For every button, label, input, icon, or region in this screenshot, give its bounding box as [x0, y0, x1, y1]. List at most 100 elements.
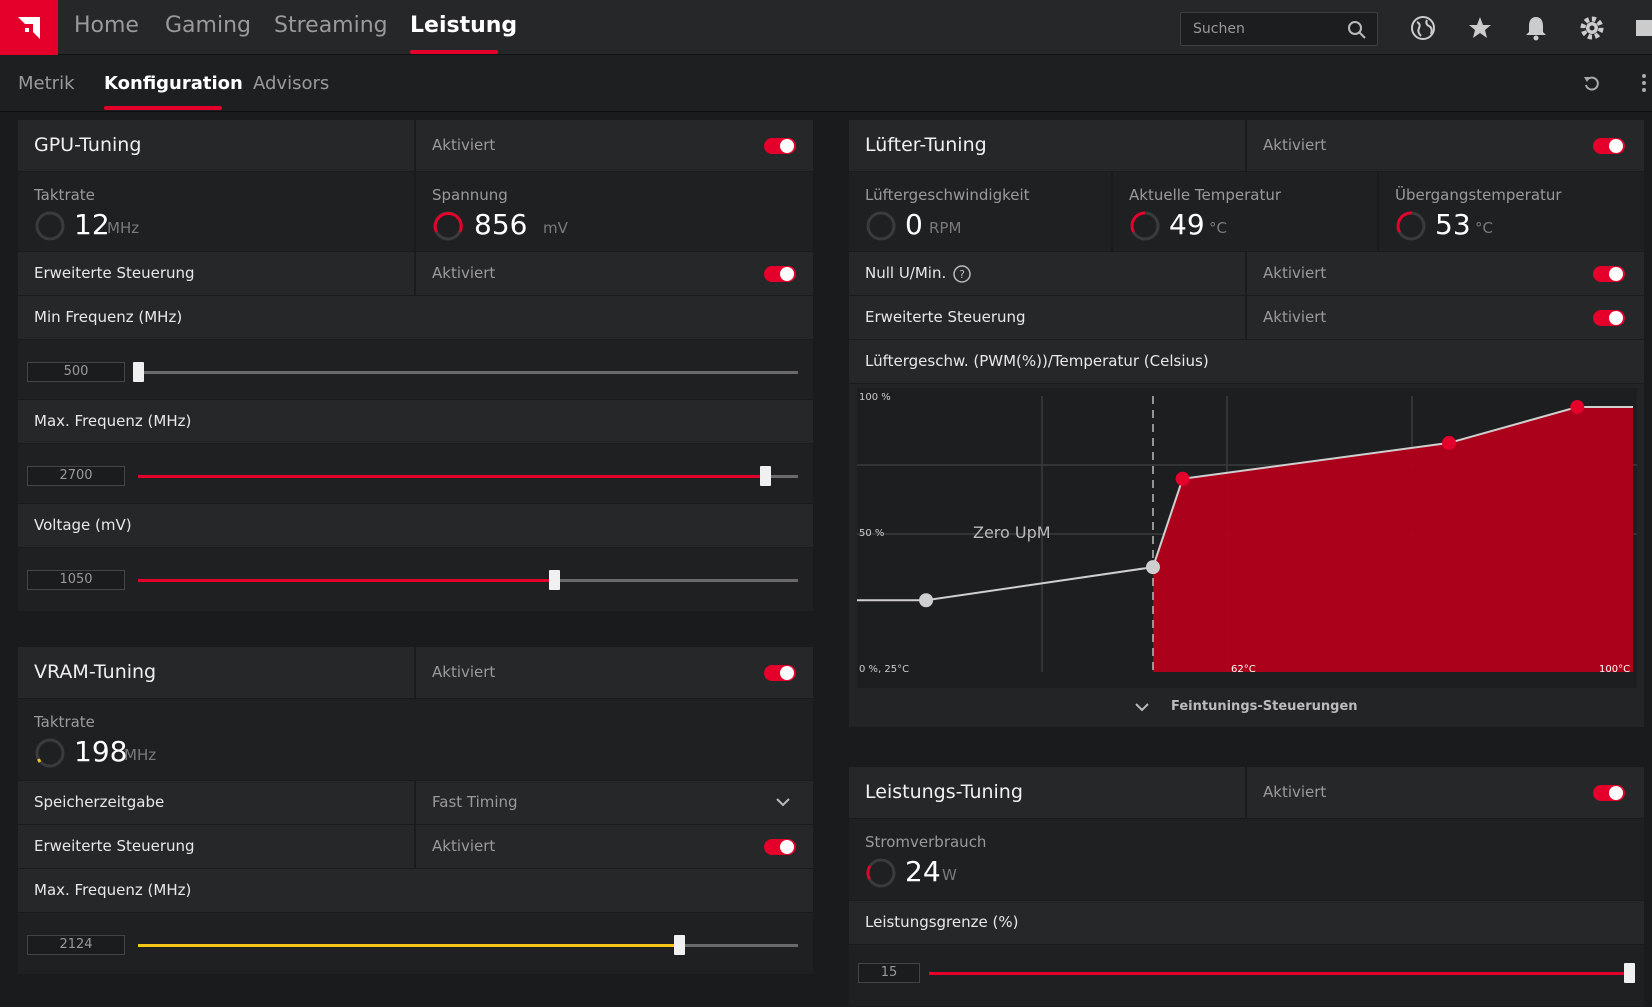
fan-speed-value: 0 [905, 208, 923, 241]
current-temp-label: Aktuelle Temperatur [1129, 186, 1282, 204]
gpu-clock-gauge [35, 211, 65, 241]
gpu-tuning-title: GPU-Tuning [34, 134, 142, 156]
power-limit-input[interactable]: 15 [858, 963, 920, 983]
gpu-advanced-label: Erweiterte Steuerung [34, 264, 195, 282]
power-draw-value: 24 [905, 855, 941, 888]
power-limit-label: Leistungsgrenze (%) [865, 913, 1019, 931]
junction-temp-label: Übergangstemperatur [1395, 186, 1562, 204]
power-draw-unit: W [942, 866, 957, 884]
curve-point-0[interactable] [919, 593, 934, 608]
voltage-thumb[interactable] [548, 570, 560, 590]
junction-temp-gauge [1396, 211, 1426, 241]
vram-advanced-label: Erweiterte Steuerung [34, 837, 195, 855]
gpu-clock-value: 12 [74, 208, 110, 241]
min-freq-thumb[interactable] [133, 362, 144, 382]
more-options-icon[interactable] [1640, 73, 1648, 93]
max-freq-fill [138, 475, 765, 478]
max-freq-label: Max. Frequenz (MHz) [34, 412, 192, 430]
current-temp-unit: °C [1209, 219, 1227, 237]
vram-clock-gauge [35, 738, 65, 768]
power-limit-thumb[interactable] [1624, 963, 1635, 983]
power-tuning-toggle[interactable] [1593, 785, 1625, 801]
gpu-voltage-unit: mV [543, 219, 568, 237]
exit-icon[interactable] [1634, 14, 1652, 42]
fine-tuning-toggle[interactable]: Feintunings-Steuerungen [1171, 699, 1358, 714]
timing-label: Speicherzeitgabe [34, 793, 165, 811]
fan-curve-area [1153, 407, 1633, 672]
gpu-tuning-toggle[interactable] [764, 138, 796, 154]
fan-speed-unit: RPM [929, 219, 962, 237]
timing-dropdown[interactable]: Fast Timing [432, 793, 518, 811]
chevron-down-icon[interactable] [776, 797, 790, 807]
voltage-fill [138, 579, 554, 582]
junction-temp-value: 53 [1435, 208, 1471, 241]
amd-logo-icon[interactable] [0, 0, 58, 55]
gpu-clock-label: Taktrate [34, 186, 95, 204]
curve-point-1[interactable] [1146, 560, 1160, 575]
vram-tuning-panel: VRAM-Tuning Aktiviert Taktrate 198 MHz S… [18, 647, 813, 975]
curve-point-3[interactable] [1442, 435, 1456, 450]
x-label-100: 100°C [1599, 664, 1630, 675]
min-freq-input[interactable]: 500 [27, 362, 125, 382]
star-icon[interactable] [1466, 14, 1494, 42]
globe-icon[interactable] [1409, 14, 1437, 42]
tab-konfiguration[interactable]: Konfiguration [104, 73, 243, 94]
vram-clock-unit: MHz [124, 746, 157, 764]
nav-active-indicator [410, 50, 498, 54]
vram-clock-value: 198 [74, 735, 128, 768]
fan-tuning-panel: Lüfter-Tuning Aktiviert Lüftergeschwindi… [849, 120, 1644, 728]
gpu-advanced-toggle[interactable] [764, 266, 796, 282]
vram-advanced-status: Aktiviert [432, 837, 496, 855]
max-freq-thumb[interactable] [760, 466, 771, 486]
gpu-voltage-label: Spannung [432, 186, 508, 204]
zero-rpm-annotation: Zero UpM [973, 523, 1051, 542]
svg-text:?: ? [959, 268, 965, 281]
reset-icon[interactable] [1582, 73, 1602, 93]
gpu-clock-unit: MHz [107, 219, 140, 237]
vram-tuning-toggle[interactable] [764, 665, 796, 681]
search-box[interactable] [1180, 12, 1378, 46]
tab-metrik[interactable]: Metrik [18, 73, 75, 94]
curve-point-2[interactable] [1175, 471, 1190, 486]
gpu-tuning-panel: GPU-Tuning Aktiviert Taktrate 12 MHz Spa… [18, 120, 813, 612]
chevron-down-icon[interactable] [1135, 702, 1149, 712]
fan-curve-chart[interactable]: 100 % 50 % 0 %, 25°C 62°C 100°C Zero UpM [857, 388, 1637, 688]
search-input[interactable] [1193, 19, 1343, 39]
zero-rpm-status: Aktiviert [1263, 264, 1327, 282]
gear-icon[interactable] [1578, 14, 1606, 42]
nav-gaming[interactable]: Gaming [165, 13, 251, 38]
vram-max-freq-input[interactable]: 2124 [27, 935, 125, 955]
power-draw-label: Stromverbrauch [865, 833, 987, 851]
bell-icon[interactable] [1522, 14, 1550, 42]
power-draw-gauge [866, 858, 896, 888]
fan-tuning-title: Lüfter-Tuning [865, 134, 987, 156]
fan-advanced-label: Erweiterte Steuerung [865, 308, 1026, 326]
fan-advanced-toggle[interactable] [1593, 310, 1625, 326]
tab-advisors[interactable]: Advisors [253, 73, 330, 94]
vram-advanced-toggle[interactable] [764, 839, 796, 855]
curve-point-4[interactable] [1570, 400, 1585, 415]
current-temp-value: 49 [1169, 208, 1205, 241]
power-limit-fill [929, 972, 1629, 975]
zero-rpm-toggle[interactable] [1593, 266, 1625, 282]
voltage-input[interactable]: 1050 [27, 570, 125, 590]
search-icon[interactable] [1347, 20, 1367, 40]
max-freq-input[interactable]: 2700 [27, 466, 125, 486]
power-tuning-panel: Leistungs-Tuning Aktiviert Stromverbrauc… [849, 767, 1644, 1007]
nav-home[interactable]: Home [74, 13, 139, 38]
tab-active-indicator [104, 106, 222, 110]
fan-advanced-status: Aktiviert [1263, 308, 1327, 326]
vram-max-freq-thumb[interactable] [674, 935, 686, 955]
y-label-100: 100 % [859, 392, 891, 403]
fan-tuning-toggle[interactable] [1593, 138, 1625, 154]
voltage-slider-label: Voltage (mV) [34, 516, 132, 534]
nav-streaming[interactable]: Streaming [274, 13, 388, 38]
help-icon[interactable]: ? [953, 265, 971, 283]
vram-clock-label: Taktrate [34, 713, 95, 731]
junction-temp-unit: °C [1475, 219, 1493, 237]
fan-tuning-status: Aktiviert [1263, 136, 1327, 154]
fan-curve-label: Lüftergeschw. (PWM(%))/Temperatur (Celsi… [865, 352, 1209, 370]
sub-nav-bar: Metrik Konfiguration Advisors [0, 55, 1652, 112]
nav-leistung[interactable]: Leistung [410, 13, 518, 38]
min-freq-track[interactable] [138, 371, 798, 374]
